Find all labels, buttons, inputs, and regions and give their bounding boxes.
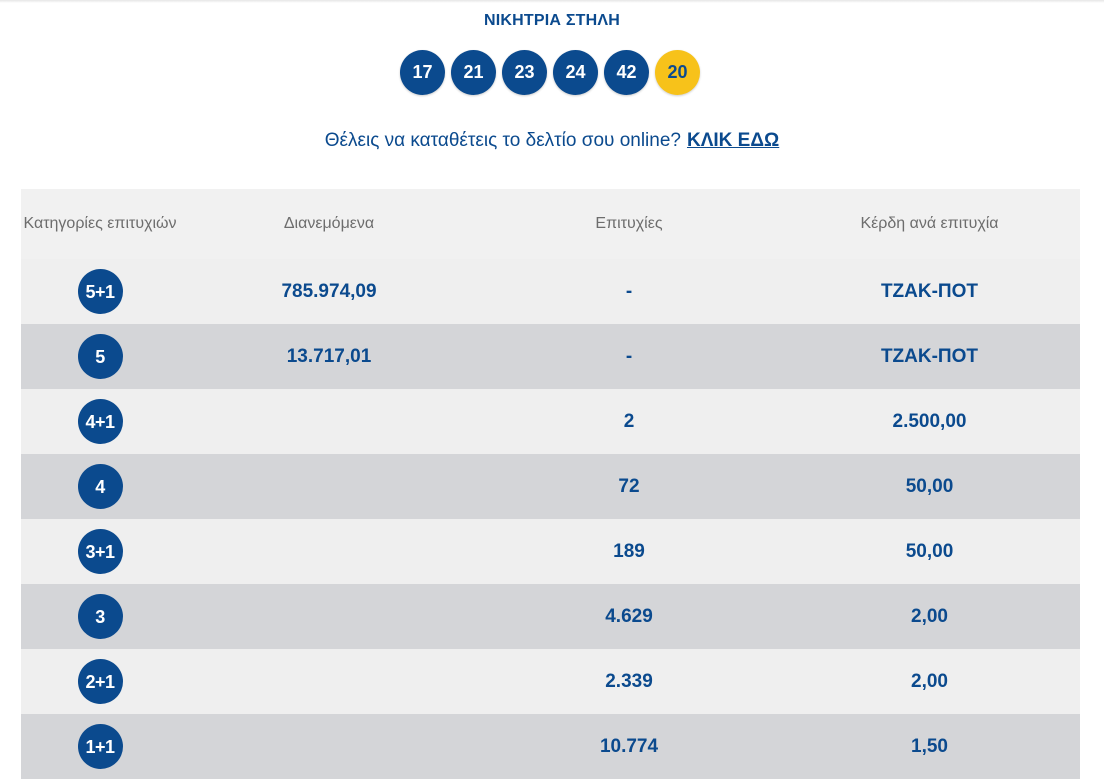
winning-column-title: ΝΙΚΗΤΡΙΑ ΣΤΗΛΗ (484, 12, 620, 29)
table-row: 4+1 2 2.500,00 (21, 389, 1080, 454)
category-badge: 3 (77, 594, 123, 639)
click-here-link[interactable]: ΚΛΙΚ ΕΔΩ (686, 130, 780, 151)
prize-amount: ΤΖΑΚ-ΠΟΤ (880, 280, 979, 302)
prize-amount: 2.500,00 (892, 410, 967, 432)
category-badge: 3+1 (77, 529, 123, 574)
category-badge: 1+1 (77, 724, 123, 769)
winners-count: 189 (613, 540, 645, 562)
category-badge: 4 (77, 464, 123, 509)
winners-count: - (625, 345, 633, 367)
table-row: 5+1 785.974,09 - ΤΖΑΚ-ΠΟΤ (21, 259, 1080, 324)
winners-count: 72 (618, 475, 640, 497)
table-header: Κατηγορίες επιτυχιών Διανεμόμενα Επιτυχί… (21, 189, 1080, 259)
category-badge: 2+1 (77, 659, 123, 704)
prize-amount: 2,00 (911, 670, 948, 692)
category-badge: 5+1 (77, 269, 123, 314)
prize-amount: 1,50 (911, 735, 948, 757)
prize-amount: ΤΖΑΚ-ΠΟΤ (880, 345, 979, 367)
online-ticket-text: Θέλεις να καταθέτεις το δελτίο σου onlin… (324, 130, 681, 151)
prize-amount: 2,00 (911, 605, 948, 627)
winners-count: 4.629 (605, 605, 653, 627)
number-ball: 21 (451, 50, 496, 95)
table-row: 3 4.629 2,00 (21, 584, 1080, 649)
prize-amount: 50,00 (905, 475, 954, 497)
number-ball: 17 (400, 50, 445, 95)
header-distributed: Διανεμόμενα (283, 215, 375, 232)
winners-count: 2 (623, 410, 635, 432)
table-row: 5 13.717,01 - ΤΖΑΚ-ΠΟΤ (21, 324, 1080, 389)
table-row: 1+1 10.774 1,50 (21, 714, 1080, 779)
category-badge: 5 (77, 334, 123, 379)
prize-table: Κατηγορίες επιτυχιών Διανεμόμενα Επιτυχί… (21, 189, 1080, 779)
bonus-number-ball: 20 (655, 50, 700, 95)
table-row: 3+1 189 50,00 (21, 519, 1080, 584)
winners-count: 10.774 (599, 735, 659, 757)
top-divider (0, 0, 1104, 3)
winners-count: 2.339 (605, 670, 653, 692)
online-ticket-prompt: Θέλεις να καταθέτεις το δελτίο σου onlin… (0, 130, 1104, 152)
header-categories: Κατηγορίες επιτυχιών (23, 215, 177, 232)
winners-count: - (625, 280, 633, 302)
winning-numbers: 17 21 23 24 42 20 (400, 50, 700, 95)
distributed-amount: 785.974,09 (281, 280, 377, 302)
header-winners: Επιτυχίες (595, 215, 663, 232)
category-badge: 4+1 (77, 399, 123, 444)
table-row: 2+1 2.339 2,00 (21, 649, 1080, 714)
header-prize-per-win: Κέρδη ανά επιτυχία (860, 215, 999, 232)
prize-amount: 50,00 (905, 540, 954, 562)
number-ball: 23 (502, 50, 547, 95)
distributed-amount: 13.717,01 (286, 345, 372, 367)
table-row: 4 72 50,00 (21, 454, 1080, 519)
number-ball: 42 (604, 50, 649, 95)
number-ball: 24 (553, 50, 598, 95)
